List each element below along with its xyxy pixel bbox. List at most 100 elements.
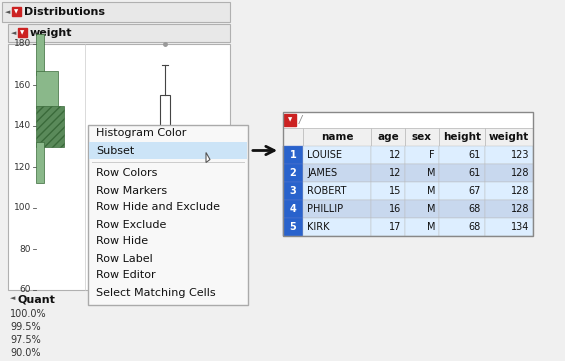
Text: ▼: ▼ bbox=[14, 9, 19, 14]
Text: Distributions: Distributions bbox=[24, 7, 105, 17]
Text: 61: 61 bbox=[469, 168, 481, 178]
Bar bbox=[405, 164, 439, 182]
Text: 3: 3 bbox=[290, 186, 297, 196]
Text: 12: 12 bbox=[389, 150, 401, 160]
Bar bbox=[36, 105, 64, 147]
Bar bbox=[283, 146, 303, 164]
Bar bbox=[89, 142, 247, 159]
Text: M: M bbox=[427, 186, 435, 196]
Bar bbox=[371, 182, 405, 200]
Text: /: / bbox=[299, 115, 302, 125]
Bar bbox=[88, 125, 248, 305]
Text: 61: 61 bbox=[469, 150, 481, 160]
Bar bbox=[439, 218, 485, 236]
Text: Select Matching Cells: Select Matching Cells bbox=[96, 287, 216, 297]
Bar bbox=[485, 200, 533, 218]
Bar bbox=[371, 146, 405, 164]
Text: ◄: ◄ bbox=[11, 30, 16, 36]
Text: 120: 120 bbox=[14, 162, 31, 171]
Bar bbox=[36, 34, 44, 75]
Text: ◄: ◄ bbox=[5, 9, 10, 15]
Bar bbox=[283, 218, 303, 236]
Bar bbox=[8, 44, 230, 290]
Bar bbox=[439, 128, 485, 146]
Text: ▼: ▼ bbox=[288, 117, 292, 122]
Text: JAMES: JAMES bbox=[307, 168, 337, 178]
Text: ▼: ▼ bbox=[20, 30, 25, 35]
Text: LOUISE: LOUISE bbox=[307, 150, 342, 160]
Text: name: name bbox=[321, 132, 353, 142]
Bar bbox=[405, 146, 439, 164]
Bar bbox=[439, 146, 485, 164]
Text: Quant: Quant bbox=[18, 295, 56, 305]
Text: 128: 128 bbox=[511, 186, 529, 196]
Bar bbox=[303, 146, 371, 164]
Bar bbox=[283, 112, 533, 236]
Bar bbox=[283, 112, 533, 128]
Text: 128: 128 bbox=[511, 168, 529, 178]
Bar bbox=[283, 164, 303, 182]
Bar bbox=[18, 28, 27, 37]
Text: 100: 100 bbox=[14, 204, 31, 213]
Text: 99.5%: 99.5% bbox=[10, 322, 41, 332]
Bar bbox=[371, 218, 405, 236]
Text: 100.0%: 100.0% bbox=[10, 309, 47, 319]
Bar bbox=[439, 164, 485, 182]
Bar bbox=[405, 218, 439, 236]
Text: 140: 140 bbox=[14, 122, 31, 130]
Text: ◄: ◄ bbox=[10, 295, 15, 301]
Text: 2: 2 bbox=[290, 168, 297, 178]
Bar bbox=[371, 128, 405, 146]
Bar bbox=[303, 128, 371, 146]
Text: 16: 16 bbox=[389, 204, 401, 214]
Bar bbox=[405, 128, 439, 146]
Bar bbox=[2, 2, 230, 22]
Text: Row Label: Row Label bbox=[96, 253, 153, 264]
Text: 68: 68 bbox=[469, 204, 481, 214]
Text: Row Markers: Row Markers bbox=[96, 186, 167, 196]
Text: Row Exclude: Row Exclude bbox=[96, 219, 166, 230]
Bar bbox=[485, 146, 533, 164]
Text: 68: 68 bbox=[469, 222, 481, 232]
Text: 128: 128 bbox=[511, 204, 529, 214]
Text: PHILLIP: PHILLIP bbox=[307, 204, 343, 214]
Bar bbox=[283, 182, 303, 200]
Text: Subset: Subset bbox=[96, 145, 134, 156]
Text: 15: 15 bbox=[389, 186, 401, 196]
Text: 97.5%: 97.5% bbox=[10, 335, 41, 345]
Bar bbox=[12, 7, 21, 16]
Text: F: F bbox=[429, 150, 435, 160]
Text: Row Hide: Row Hide bbox=[96, 236, 148, 247]
Bar bbox=[439, 200, 485, 218]
Bar bbox=[405, 200, 439, 218]
Bar bbox=[439, 182, 485, 200]
Bar bbox=[36, 142, 44, 183]
Text: Row Hide and Exclude: Row Hide and Exclude bbox=[96, 203, 220, 213]
Text: ROBERT: ROBERT bbox=[307, 186, 346, 196]
Text: 1: 1 bbox=[290, 150, 297, 160]
Text: 160: 160 bbox=[14, 81, 31, 90]
Bar bbox=[303, 164, 371, 182]
Text: KIRK: KIRK bbox=[307, 222, 329, 232]
Text: 134: 134 bbox=[511, 222, 529, 232]
Text: height: height bbox=[443, 132, 481, 142]
Text: age: age bbox=[377, 132, 399, 142]
Bar bbox=[303, 200, 371, 218]
Text: 12: 12 bbox=[389, 168, 401, 178]
Bar bbox=[485, 218, 533, 236]
Bar bbox=[36, 71, 58, 108]
Text: 5: 5 bbox=[290, 222, 297, 232]
Text: M: M bbox=[427, 168, 435, 178]
Bar bbox=[303, 182, 371, 200]
Bar bbox=[8, 24, 230, 42]
Bar bbox=[283, 128, 303, 146]
Text: 17: 17 bbox=[389, 222, 401, 232]
Bar bbox=[485, 164, 533, 182]
Bar bbox=[405, 182, 439, 200]
Bar bbox=[485, 182, 533, 200]
Bar bbox=[160, 95, 170, 151]
Text: M: M bbox=[427, 222, 435, 232]
Bar bbox=[283, 200, 303, 218]
Text: 123: 123 bbox=[511, 150, 529, 160]
Text: Row Colors: Row Colors bbox=[96, 169, 158, 178]
